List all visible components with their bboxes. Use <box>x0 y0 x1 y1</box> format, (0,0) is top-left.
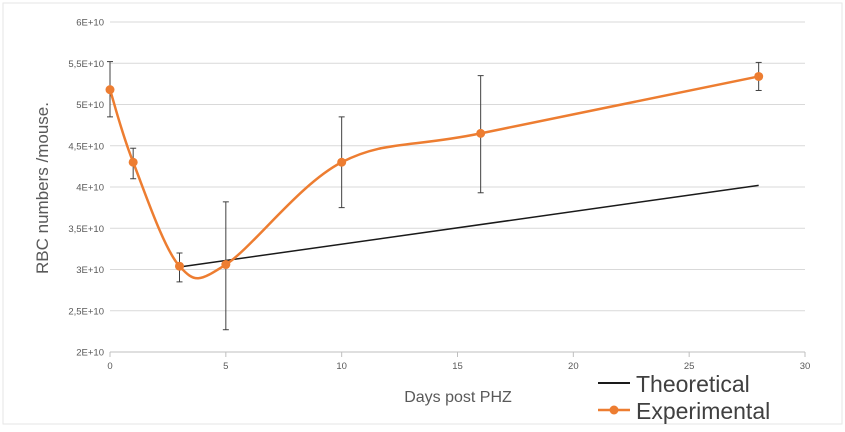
x-axis-label: Days post PHZ <box>404 389 512 406</box>
legend-label-theoretical: Theoretical <box>636 371 750 397</box>
x-tick-label: 10 <box>336 361 347 372</box>
y-tick-label: 5E+10 <box>76 100 104 111</box>
y-tick-label: 2E+10 <box>76 348 104 359</box>
legend-label-experimental: Experimental <box>636 398 770 424</box>
legend-item-experimental: Experimental <box>598 398 770 424</box>
x-tick-label: 15 <box>452 361 463 372</box>
y-tick-label: 4E+10 <box>76 183 104 194</box>
y-tick-label: 5,5E+10 <box>68 59 104 70</box>
data-point-experimental <box>175 261 184 271</box>
x-tick-label: 25 <box>684 361 695 372</box>
x-tick-label: 5 <box>223 361 228 372</box>
data-point-experimental <box>221 260 231 270</box>
y-tick-label: 3,5E+10 <box>68 224 104 235</box>
data-point-experimental <box>754 71 764 81</box>
y-tick-label: 2,5E+10 <box>68 306 104 317</box>
y-tick-label: 3E+10 <box>76 265 104 276</box>
data-point-experimental <box>128 157 138 167</box>
data-point-experimental <box>337 157 347 167</box>
axes: 2E+10 2,5E+10 3E+10 3,5E+10 4E+10 4,5E+10 5E+1… <box>68 18 810 373</box>
x-tick-label: 30 <box>800 361 811 372</box>
x-tick-label: 20 <box>568 361 579 372</box>
x-tick-label: 0 <box>107 361 112 372</box>
y-tick-label: 6E+10 <box>76 18 104 29</box>
data-point-experimental <box>105 85 115 95</box>
series <box>105 61 764 331</box>
series-line-experimental <box>108 75 759 280</box>
legend: Theoretical Experimental <box>598 371 770 424</box>
chart-border <box>2 2 843 425</box>
y-tick-label: 4,5E+10 <box>68 141 104 152</box>
legend-item-theoretical: Theoretical <box>598 371 750 397</box>
data-point-experimental <box>476 128 486 138</box>
series-line-theoretical <box>179 184 759 268</box>
y-axis-label: RBC numbers /mouse. <box>33 102 52 274</box>
legend-marker-experimental <box>609 405 619 415</box>
